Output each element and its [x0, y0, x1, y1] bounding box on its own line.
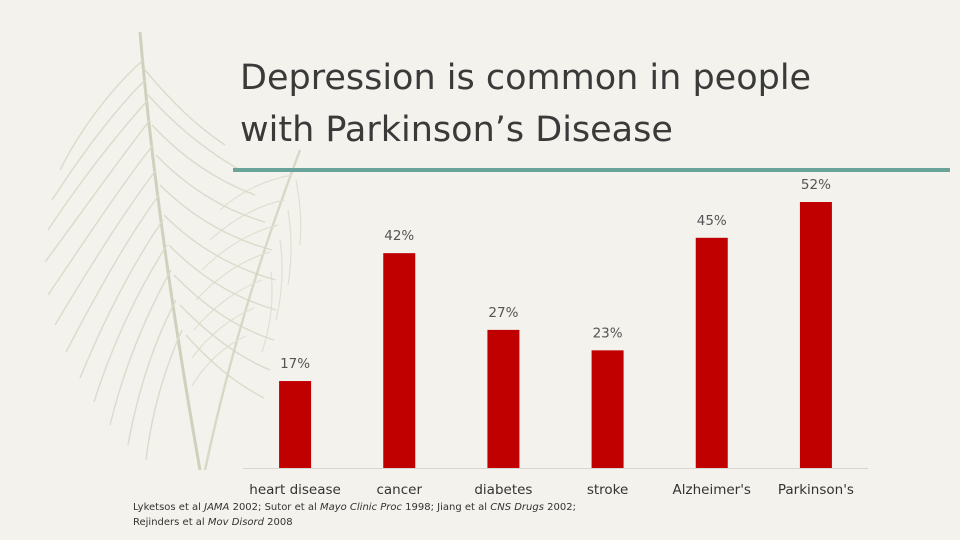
citation-text: 2002; — [543, 502, 576, 513]
bar-alzheimer-s — [695, 237, 728, 468]
data-label: 45% — [697, 213, 727, 229]
bar-diabetes — [487, 329, 520, 468]
data-label: 23% — [593, 325, 623, 341]
citation-text: 2008 — [264, 517, 293, 528]
x-tick-label: cancer — [376, 482, 422, 498]
citation-journal: CNS Drugs — [490, 502, 544, 513]
slide-title-line-1: Depression is common in people — [240, 58, 812, 98]
citation-journal: Mayo Clinic Proc — [319, 502, 402, 513]
data-label: 27% — [488, 305, 518, 321]
data-label: 17% — [280, 356, 310, 372]
slide-title: Depression is common in people with Park… — [240, 52, 880, 156]
bar-cancer — [383, 253, 416, 468]
slide-title-line-2: with Parkinson’s Disease — [240, 110, 673, 150]
citation-text: 1998; Jiang et al — [402, 502, 491, 513]
citation-journal: Mov Disord — [207, 517, 264, 528]
bar-heart-disease — [279, 381, 312, 468]
citation-text: 2002; Sutor et al — [229, 502, 320, 513]
citation-text: Lyketsos et al — [133, 502, 205, 513]
citation-text: Rejinders et al — [133, 517, 208, 528]
x-tick-label: Parkinson's — [778, 482, 854, 498]
x-tick-label: diabetes — [474, 482, 532, 498]
data-label: 52% — [801, 177, 831, 193]
x-tick-label: heart disease — [249, 482, 341, 498]
bar-stroke — [591, 350, 624, 468]
x-tick-label: stroke — [587, 482, 628, 498]
citation-journal: JAMA — [204, 502, 230, 513]
bar-parkinson-s — [799, 202, 832, 468]
citation-line-2: Rejinders et al Mov Disord 2008 — [133, 515, 653, 530]
title-underline-rule — [233, 168, 950, 172]
data-label: 42% — [384, 228, 414, 244]
citation-line-1: Lyketsos et al JAMA 2002; Sutor et al Ma… — [133, 500, 653, 515]
x-tick-label: Alzheimer's — [673, 482, 751, 498]
citation-footnote: Lyketsos et al JAMA 2002; Sutor et al Ma… — [133, 500, 653, 530]
